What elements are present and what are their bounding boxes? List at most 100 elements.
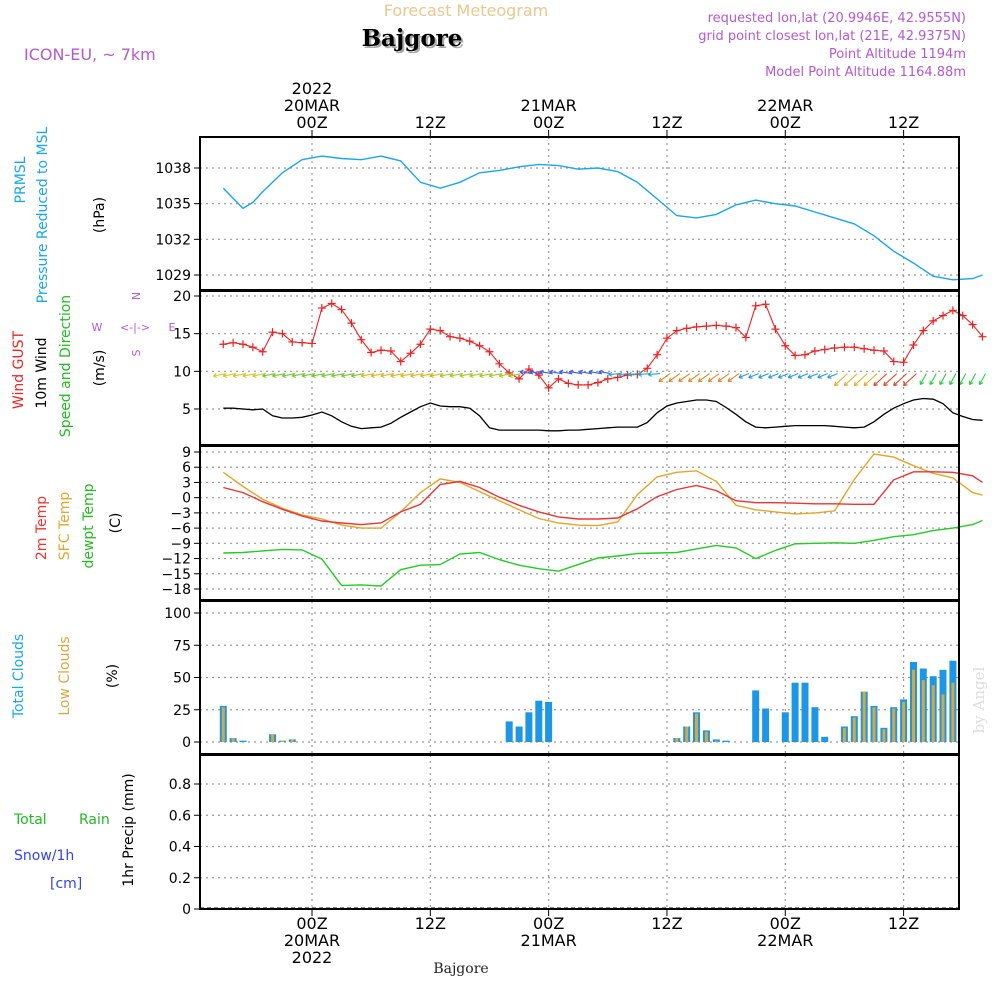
wind-direction-arrow	[301, 372, 316, 379]
model-name: ICON-EU, ~ 7km	[24, 45, 156, 64]
y-tick-label: 50	[173, 671, 191, 687]
bottom-time-label: 21MAR	[521, 931, 577, 950]
low-cloud-bar	[862, 691, 866, 742]
wind-direction-arrow	[787, 373, 799, 379]
y-tick-label: −9	[170, 536, 191, 552]
wind-direction-arrow	[959, 373, 967, 386]
compass-s: S	[130, 349, 143, 356]
gust-marker	[682, 324, 691, 333]
total-cloud-bar	[535, 700, 543, 742]
wind-direction-arrow	[350, 372, 365, 379]
wind-direction-arrow	[222, 372, 237, 379]
gust-marker	[948, 306, 957, 315]
low-cloud-bar	[231, 738, 235, 742]
low-cloud-bar	[912, 669, 915, 742]
wind-direction-arrow	[618, 371, 631, 377]
label-dewpt-temp: dewpt Temp	[81, 483, 97, 568]
gust-marker	[840, 343, 849, 352]
label-10m-wind: 10m Wind	[34, 337, 50, 408]
wind-direction-arrow	[873, 373, 888, 387]
gust-marker	[524, 365, 533, 374]
gust-marker	[791, 351, 800, 360]
wind10-line	[223, 397, 983, 432]
total-cloud-bar	[545, 702, 553, 742]
gust-marker	[416, 340, 425, 349]
wind-direction-arrow	[767, 373, 779, 379]
total-cloud-bar	[801, 682, 809, 742]
gust-marker	[238, 340, 247, 349]
total-cloud-bar	[762, 708, 770, 742]
gust-marker	[761, 300, 770, 309]
y-tick-label: 75	[173, 638, 191, 654]
y-tick-label: 25	[173, 703, 191, 719]
wind-direction-arrow	[738, 373, 750, 379]
total-cloud-bar	[525, 712, 533, 742]
gust-marker	[889, 357, 898, 366]
wind-direction-arrow	[817, 373, 828, 379]
gust-marker	[603, 374, 612, 383]
gust-marker	[731, 323, 740, 332]
wind-direction-arrow	[380, 372, 394, 379]
gust-marker	[801, 350, 809, 359]
gust-marker	[436, 326, 445, 335]
total-cloud-bar	[752, 690, 760, 742]
bottom-time-label: 00Z	[296, 914, 327, 933]
gust-marker	[879, 346, 888, 355]
panel-frame-pressure	[199, 136, 960, 291]
wind-direction-arrow	[727, 373, 740, 383]
sfc-temp-line	[222, 453, 983, 529]
wind-direction-arrow	[598, 369, 611, 375]
gust-marker	[662, 334, 671, 343]
gust-marker	[278, 329, 287, 338]
panel-frame-precip	[199, 754, 960, 910]
top-time-label: 20MAR	[284, 96, 340, 115]
top-time-label: 12Z	[888, 113, 919, 132]
low-cloud-bar	[704, 731, 708, 742]
gust-marker	[564, 379, 573, 388]
wind-compass: N W E <-|-> S	[92, 292, 176, 357]
gust-marker	[653, 350, 662, 359]
requested-coords: requested lon,lat (20.9946E, 42.9555N)	[708, 11, 966, 26]
y-tick-label: 6	[182, 460, 191, 476]
wind-direction-arrow	[400, 372, 414, 379]
label-precip-axis: 1hr Precip (mm)	[121, 773, 137, 886]
label-low-clouds: Low Clouds	[57, 636, 73, 715]
wind-direction-arrow	[479, 372, 493, 379]
label-rain: Rain	[79, 812, 110, 828]
low-cloud-bar	[685, 726, 689, 742]
label-pressure-msl: Pressure Reduced to MSL	[35, 126, 51, 303]
label-ms: (m/s)	[92, 350, 108, 387]
wind-direction-arrow	[919, 373, 927, 386]
location-title: Bajgore	[362, 25, 463, 52]
y-tick-label: 0.6	[169, 808, 191, 824]
gust-marker	[465, 337, 474, 346]
wind-direction-arrow	[883, 373, 898, 387]
gust-marker	[672, 326, 681, 335]
wind-direction-arrow	[588, 369, 602, 375]
plot-layer	[200, 155, 987, 909]
top-time-label: 12Z	[415, 113, 446, 132]
wind-direction-arrow	[252, 372, 266, 379]
gust-marker	[929, 316, 938, 325]
wind-direction-arrow	[929, 373, 937, 386]
low-cloud-bar	[714, 740, 718, 742]
y-tick-label: 0	[182, 491, 191, 507]
y-tick-label: 15	[173, 327, 191, 343]
low-cloud-bar	[951, 682, 955, 742]
wind-direction-arrow	[777, 373, 789, 379]
gust-marker	[978, 332, 987, 341]
gust-marker	[229, 338, 238, 347]
wind-direction-arrow	[797, 373, 809, 379]
y-tick-label: 0.8	[169, 777, 191, 793]
wind-direction-arrow	[539, 369, 552, 375]
gust-marker	[781, 341, 790, 350]
low-cloud-bar	[271, 734, 275, 742]
wind-direction-arrow	[853, 373, 868, 387]
label-hpa: (hPa)	[92, 197, 108, 233]
compass-n: N	[130, 292, 143, 300]
gust-marker	[475, 341, 484, 350]
compass-w: W	[92, 321, 103, 334]
gust-marker	[357, 335, 366, 344]
wind-direction-arrow	[668, 373, 681, 383]
gust-marker	[702, 322, 711, 331]
